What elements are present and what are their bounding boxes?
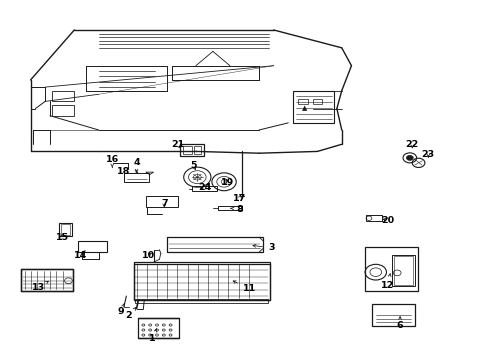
Text: 18: 18 (117, 167, 138, 176)
Text: 14: 14 (73, 251, 86, 260)
Text: 7: 7 (161, 199, 167, 208)
Text: 16: 16 (105, 156, 119, 167)
Text: 4: 4 (133, 158, 140, 172)
Circle shape (406, 156, 412, 160)
Text: 8: 8 (230, 205, 243, 214)
Text: 12: 12 (381, 274, 394, 290)
Text: 1: 1 (148, 329, 157, 343)
Text: 19: 19 (221, 177, 234, 186)
Text: 13: 13 (32, 281, 48, 292)
Text: 24: 24 (198, 183, 211, 192)
Text: 11: 11 (233, 281, 255, 293)
Text: 5: 5 (190, 161, 196, 170)
Text: 22: 22 (405, 140, 418, 149)
Text: 20: 20 (381, 216, 394, 225)
Text: 21: 21 (170, 140, 183, 149)
Text: 10: 10 (142, 251, 155, 260)
Text: 3: 3 (252, 243, 274, 252)
Text: ▲: ▲ (301, 105, 306, 112)
Text: 15: 15 (56, 233, 69, 242)
Text: 9: 9 (118, 304, 124, 316)
Text: 2: 2 (125, 307, 136, 320)
Text: 6: 6 (396, 316, 403, 330)
Text: 23: 23 (421, 150, 434, 159)
Text: 17: 17 (233, 194, 246, 203)
